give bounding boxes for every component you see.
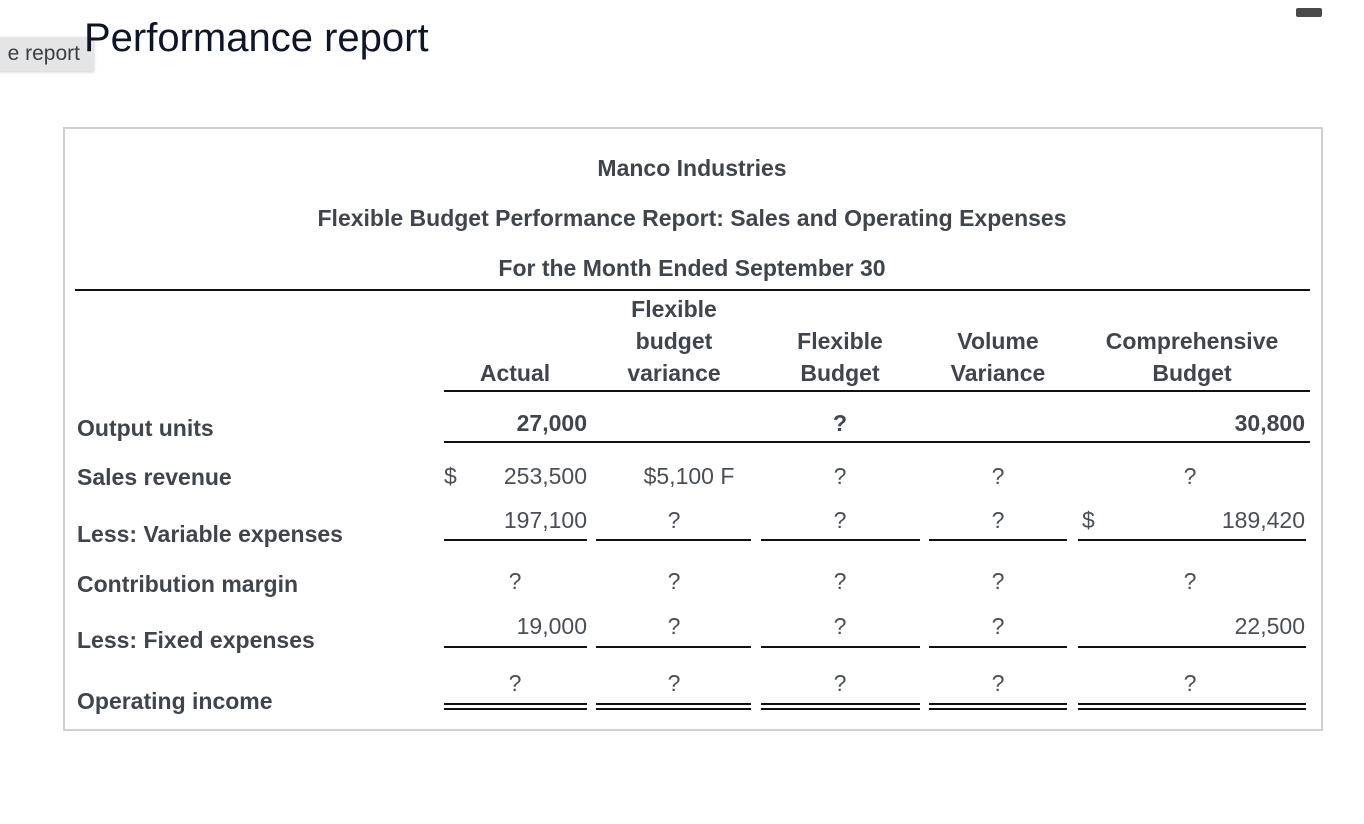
total-rule: [596, 539, 751, 541]
cell: ?: [667, 670, 681, 696]
cell: 253,500: [503, 463, 587, 489]
row-label: Less: Fixed expenses: [77, 627, 315, 653]
cell: ?: [667, 613, 681, 639]
row-label: Output units: [77, 415, 214, 441]
cell: ?: [667, 568, 681, 594]
cell: ?: [667, 507, 681, 533]
page-title: Performance report: [84, 16, 429, 60]
cell: ?: [991, 507, 1005, 533]
cell: ?: [833, 507, 847, 533]
row-label: Operating income: [77, 688, 273, 714]
divider: [444, 441, 1310, 443]
cell: 22,500: [1234, 613, 1305, 639]
cell: ?: [991, 613, 1005, 639]
cell: 197,100: [503, 507, 587, 533]
row-label: Less: Variable expenses: [77, 521, 343, 547]
cell: 30,800: [1234, 410, 1305, 436]
total-rule: [444, 703, 587, 710]
cell: ?: [833, 670, 847, 696]
total-rule: [596, 646, 751, 648]
total-rule: [1078, 646, 1306, 648]
cell: 189,420: [1221, 507, 1305, 533]
currency-sign: $: [1082, 507, 1095, 533]
total-rule: [1078, 539, 1306, 541]
col-header-volume-variance: Volume Variance: [950, 328, 1046, 386]
col-header-actual: Actual: [479, 360, 551, 386]
cell: ?: [832, 410, 848, 436]
total-rule: [761, 539, 920, 541]
cell: 19,000: [516, 613, 587, 639]
currency-sign: $: [444, 463, 457, 489]
divider: [444, 390, 1310, 392]
row-label: Sales revenue: [77, 464, 232, 490]
total-rule: [444, 539, 587, 541]
row-label: Contribution margin: [77, 571, 299, 597]
cell: ?: [991, 463, 1005, 489]
cell: $5,100 F: [643, 463, 735, 489]
cell: ?: [991, 568, 1005, 594]
cell: ?: [508, 568, 522, 594]
cell: ?: [833, 613, 847, 639]
cell: 27,000: [516, 410, 587, 436]
browser-tab[interactable]: e report: [0, 37, 94, 71]
report-period: For the Month Ended September 30: [498, 255, 886, 281]
total-rule: [596, 703, 751, 710]
divider: [75, 289, 1310, 291]
cell: ?: [1183, 463, 1197, 489]
cell: ?: [1183, 670, 1197, 696]
report-title: Flexible Budget Performance Report: Sale…: [317, 205, 1067, 231]
total-rule: [761, 703, 920, 710]
cell: ?: [1183, 568, 1197, 594]
cell: ?: [833, 463, 847, 489]
cell: ?: [833, 568, 847, 594]
cell: ?: [508, 670, 522, 696]
total-rule: [929, 539, 1067, 541]
total-rule: [929, 646, 1067, 648]
total-rule: [1078, 703, 1306, 710]
report-panel: [63, 127, 1323, 731]
company-name: Manco Industries: [597, 155, 787, 181]
minimize-icon[interactable]: [1296, 8, 1322, 17]
col-header-comprehensive-budget: Comprehensive Budget: [1105, 328, 1279, 386]
col-header-flexible-budget-variance: Flexible budget variance: [627, 296, 721, 386]
total-rule: [444, 646, 587, 648]
col-header-flexible-budget: Flexible Budget: [797, 328, 883, 386]
total-rule: [761, 646, 920, 648]
cell: ?: [991, 670, 1005, 696]
total-rule: [929, 703, 1067, 710]
